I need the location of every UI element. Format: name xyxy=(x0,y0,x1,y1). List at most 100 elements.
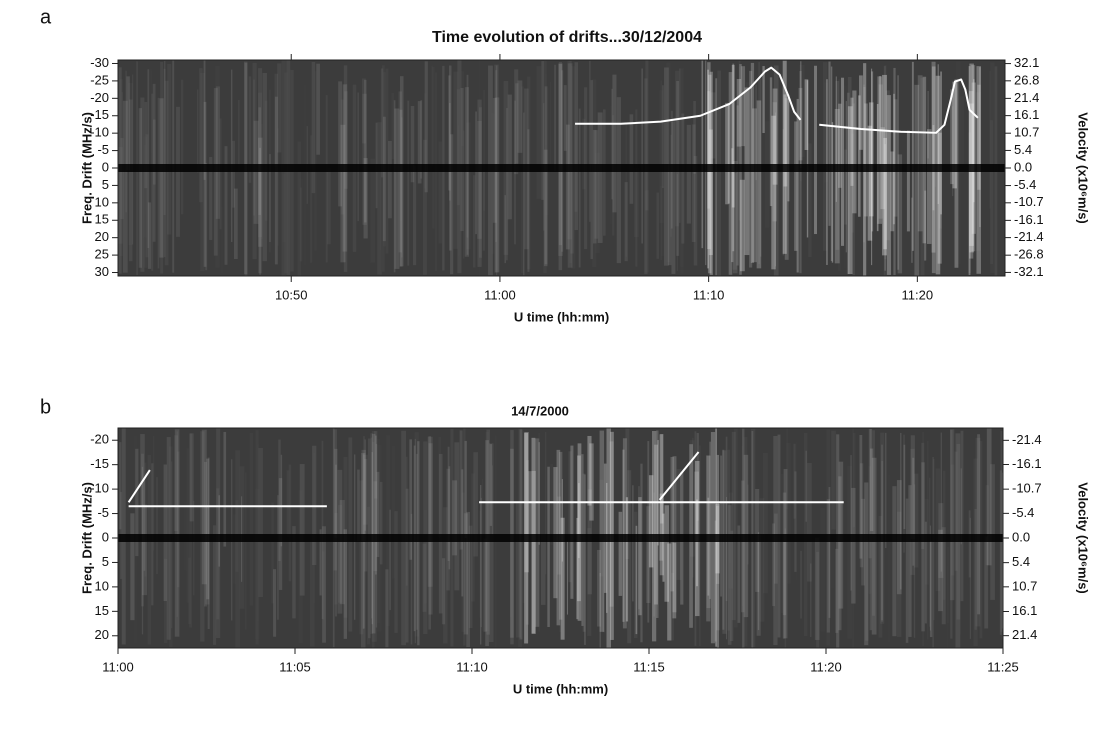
streak xyxy=(547,466,550,628)
streak xyxy=(954,79,959,268)
streak xyxy=(841,77,845,246)
streak xyxy=(599,430,605,632)
streak xyxy=(746,143,750,225)
streak xyxy=(999,470,1002,635)
streak xyxy=(494,70,498,242)
streak xyxy=(145,134,149,258)
streak xyxy=(144,164,147,268)
streak xyxy=(176,431,178,617)
streak xyxy=(405,488,409,643)
streak xyxy=(765,122,770,228)
streak xyxy=(938,529,943,612)
streak xyxy=(152,83,156,242)
streak xyxy=(422,543,427,612)
streak xyxy=(731,148,734,263)
streak xyxy=(859,435,863,559)
streak xyxy=(577,443,582,621)
streak xyxy=(258,107,262,215)
streak xyxy=(969,63,974,253)
streak xyxy=(800,550,802,619)
streak xyxy=(543,149,548,267)
streak xyxy=(597,549,601,627)
streak xyxy=(278,439,281,562)
streak xyxy=(706,455,711,609)
streak xyxy=(707,91,711,209)
streak xyxy=(979,121,980,248)
streak xyxy=(205,505,210,605)
streak xyxy=(762,66,765,134)
streak xyxy=(884,65,887,260)
streak xyxy=(968,510,971,578)
streak xyxy=(924,521,927,624)
streak xyxy=(258,447,263,598)
streak xyxy=(131,74,134,245)
streak xyxy=(537,66,542,199)
streak xyxy=(691,124,696,243)
streak xyxy=(681,113,685,244)
streak xyxy=(820,508,825,632)
streak xyxy=(362,93,367,225)
streak xyxy=(772,523,775,607)
streak xyxy=(905,498,909,643)
streak xyxy=(858,95,861,217)
streak xyxy=(929,525,931,631)
streak xyxy=(316,63,320,155)
streak xyxy=(203,101,207,267)
streak xyxy=(288,464,292,582)
streak xyxy=(850,455,852,591)
streak xyxy=(147,202,152,269)
streak xyxy=(671,572,674,641)
streak xyxy=(480,497,483,628)
streak xyxy=(728,72,733,275)
streak xyxy=(924,190,927,261)
streak xyxy=(560,517,565,640)
y2-axis-label: Velocity (x10⁶m/s) xyxy=(1076,112,1091,223)
streak xyxy=(394,511,398,633)
streak xyxy=(727,505,732,645)
streak xyxy=(517,80,523,153)
streak xyxy=(937,64,939,204)
streak xyxy=(777,75,778,192)
streak xyxy=(913,484,916,638)
y2-tick-label: -16.1 xyxy=(1014,212,1044,227)
streak xyxy=(282,174,285,242)
drift-line xyxy=(127,469,151,503)
streak xyxy=(717,70,721,276)
streak xyxy=(592,130,597,244)
streak xyxy=(439,437,441,538)
streak xyxy=(715,78,718,276)
streak xyxy=(280,454,283,547)
streak xyxy=(268,154,271,242)
streak xyxy=(212,525,217,645)
streak xyxy=(449,102,451,201)
streak xyxy=(814,537,820,640)
streak xyxy=(830,66,833,262)
streak xyxy=(638,486,640,610)
streak xyxy=(197,89,199,173)
streak xyxy=(209,157,213,240)
y-tick-label: 5 xyxy=(102,177,109,192)
streak xyxy=(151,93,154,271)
streak xyxy=(756,100,762,269)
streak xyxy=(527,129,530,272)
streak xyxy=(125,70,128,213)
streak xyxy=(570,445,574,599)
streak xyxy=(794,471,797,572)
streak xyxy=(863,84,865,243)
streak xyxy=(847,106,853,275)
streak xyxy=(199,68,203,203)
streak xyxy=(363,158,368,239)
streak xyxy=(156,477,158,575)
panel: a Time evolution of drifts...30/12/2004 U … xyxy=(40,6,1091,324)
streak xyxy=(273,569,277,637)
streak xyxy=(969,517,971,639)
streak xyxy=(375,435,377,575)
y2-tick-label: -16.1 xyxy=(1012,456,1042,471)
streak xyxy=(921,442,925,550)
streak xyxy=(463,130,465,259)
streak xyxy=(783,94,788,187)
streak xyxy=(737,525,741,623)
streak xyxy=(333,429,337,571)
streak xyxy=(313,453,315,603)
streak xyxy=(558,62,562,246)
